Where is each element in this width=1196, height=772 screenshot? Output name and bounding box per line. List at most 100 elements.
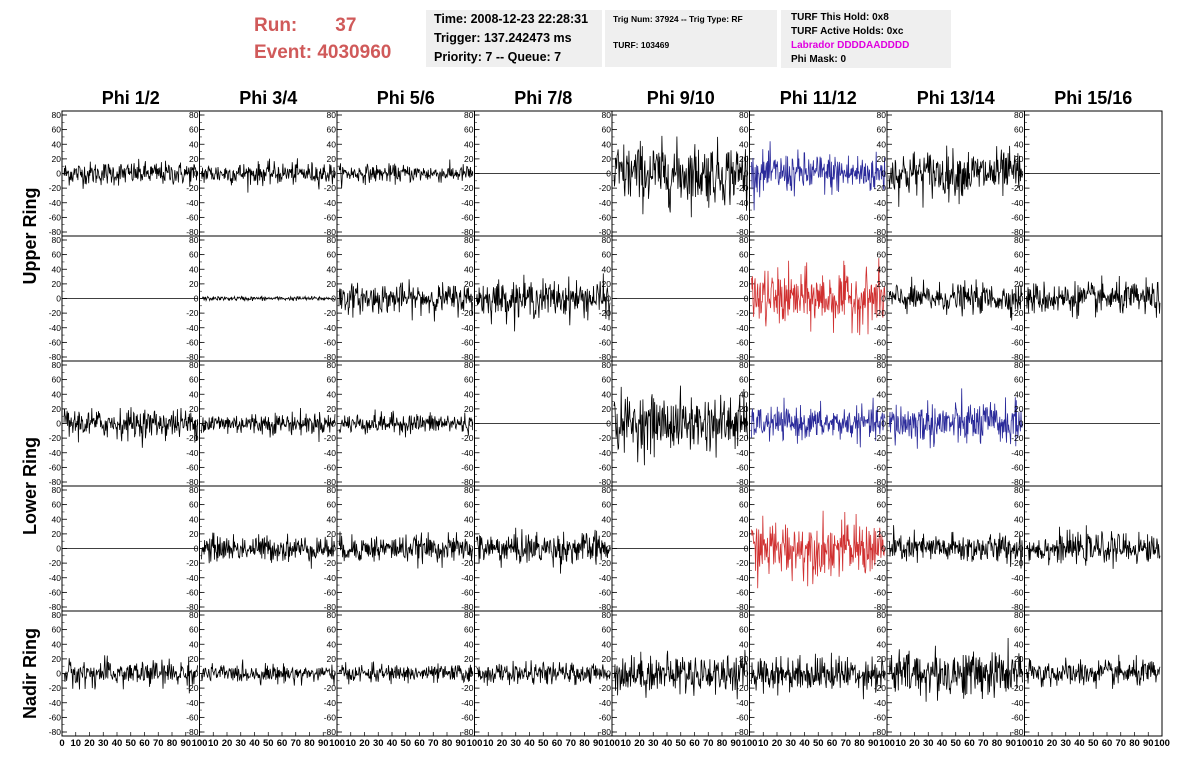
y-tick-label: -40 bbox=[599, 573, 612, 583]
y-tick-label: -60 bbox=[874, 712, 887, 722]
x-tick-label: 90 bbox=[593, 738, 604, 749]
y-tick-label: 80 bbox=[602, 485, 612, 495]
x-tick-label: 20 bbox=[909, 738, 920, 749]
x-tick-label: 10 bbox=[483, 738, 494, 749]
x-tick-label: 50 bbox=[675, 738, 686, 749]
column-title: Phi 3/4 bbox=[239, 88, 297, 108]
waveform-panel: 80 60 40 20 0 -20 -40 -60 -80 bbox=[186, 235, 338, 362]
x-tick-label: 80 bbox=[1129, 738, 1140, 749]
y-tick-label: 20 bbox=[602, 279, 612, 289]
y-tick-label: -20 bbox=[736, 433, 749, 443]
x-tick-label: 80 bbox=[992, 738, 1003, 749]
waveform-panel: 80 60 40 20 0 -20 -40 -60 -80 bbox=[736, 360, 888, 487]
y-tick-label: 80 bbox=[189, 235, 199, 245]
x-tick-label: 40 bbox=[799, 738, 810, 749]
y-tick-label: -80 bbox=[186, 352, 199, 362]
y-tick-label: 40 bbox=[1014, 639, 1024, 649]
x-tick-label: 100 bbox=[879, 738, 895, 749]
y-tick-label: 60 bbox=[52, 500, 62, 510]
y-tick-label: -40 bbox=[1011, 573, 1024, 583]
y-tick-label: 60 bbox=[464, 625, 474, 635]
y-tick-label: 0 bbox=[331, 669, 336, 679]
trigger-text: Trigger: 137.242473 ms bbox=[434, 31, 572, 45]
waveform-panel: 80 60 40 20 0 -20 -40 -60 -80 bbox=[874, 235, 1025, 362]
y-tick-label: -60 bbox=[461, 462, 474, 472]
x-tick-label: 70 bbox=[978, 738, 989, 749]
y-tick-label: -80 bbox=[874, 227, 887, 237]
y-tick-label: 40 bbox=[1014, 389, 1024, 399]
y-tick-label: 20 bbox=[52, 154, 62, 164]
y-tick-label: -20 bbox=[461, 558, 474, 568]
y-tick-label: 20 bbox=[189, 654, 199, 664]
waveform-panel: 80 60 40 20 0 -20 -40 -60 -80 bbox=[461, 360, 613, 487]
waveform-trace bbox=[476, 527, 611, 574]
x-tick-label: 20 bbox=[772, 738, 783, 749]
x-tick-label: 10 bbox=[620, 738, 631, 749]
x-tick-label: 90 bbox=[1143, 738, 1154, 749]
event-value: 4030960 bbox=[317, 42, 392, 63]
y-tick-label: -20 bbox=[874, 433, 887, 443]
y-tick-label: -40 bbox=[324, 198, 337, 208]
waveform-trace bbox=[613, 135, 748, 218]
y-tick-label: 60 bbox=[1014, 625, 1024, 635]
y-tick-label: -80 bbox=[874, 477, 887, 487]
y-tick-label: -60 bbox=[461, 212, 474, 222]
y-tick-label: 20 bbox=[1014, 279, 1024, 289]
y-tick-label: 60 bbox=[189, 250, 199, 260]
x-tick-label: 70 bbox=[428, 738, 439, 749]
y-tick-label: 80 bbox=[739, 235, 749, 245]
y-tick-label: -20 bbox=[186, 183, 199, 193]
y-tick-label: -20 bbox=[1011, 433, 1024, 443]
y-tick-label: 20 bbox=[189, 404, 199, 414]
y-tick-label: 20 bbox=[189, 279, 199, 289]
waveform-panel: 80 60 40 20 0 -20 -40 -60 -80 bbox=[461, 235, 613, 362]
x-tick-label: 40 bbox=[1074, 738, 1085, 749]
waveform-panel: 80 60 40 20 0 -20 -40 -60 -80 bbox=[736, 110, 888, 237]
y-tick-label: 0 bbox=[194, 669, 199, 679]
x-tick-label: 90 bbox=[180, 738, 191, 749]
y-tick-label: 60 bbox=[1014, 500, 1024, 510]
x-tick-label: 40 bbox=[249, 738, 260, 749]
y-tick-label: 60 bbox=[877, 500, 887, 510]
y-tick-label: 60 bbox=[602, 125, 612, 135]
waveform-panel: 80 60 40 20 0 -20 -40 -60 -80 bbox=[461, 610, 613, 737]
y-tick-label: 0 bbox=[744, 169, 749, 179]
y-tick-label: 80 bbox=[327, 485, 337, 495]
y-tick-label: 80 bbox=[52, 360, 62, 370]
x-tick-label: 50 bbox=[1088, 738, 1099, 749]
waveform-panel: 80 60 40 20 0 -20 -40 -60 -80 bbox=[874, 360, 1025, 487]
y-tick-label: -20 bbox=[736, 308, 749, 318]
y-tick-label: 40 bbox=[739, 514, 749, 524]
y-tick-label: 80 bbox=[464, 235, 474, 245]
y-tick-label: -20 bbox=[461, 183, 474, 193]
y-tick-label: 0 bbox=[331, 294, 336, 304]
y-tick-label: -20 bbox=[461, 433, 474, 443]
y-tick-label: 0 bbox=[331, 169, 336, 179]
x-tick-label: 30 bbox=[510, 738, 521, 749]
waveform-panel: 80 60 40 20 0 -20 -40 -60 -80 bbox=[49, 110, 200, 237]
y-tick-label: 20 bbox=[1014, 529, 1024, 539]
y-tick-label: -80 bbox=[49, 477, 62, 487]
y-tick-label: -60 bbox=[599, 212, 612, 222]
y-tick-label: -40 bbox=[736, 198, 749, 208]
waveform-trace bbox=[613, 385, 748, 466]
y-tick-label: -20 bbox=[324, 683, 337, 693]
x-tick-label: 40 bbox=[387, 738, 398, 749]
waveform-trace bbox=[201, 659, 336, 686]
y-tick-label: 40 bbox=[602, 139, 612, 149]
column-title: Phi 15/16 bbox=[1054, 88, 1132, 108]
y-tick-label: 80 bbox=[327, 110, 337, 120]
x-tick-label: 100 bbox=[604, 738, 620, 749]
run-event-label: Run: 37 Event: 4030960 bbox=[254, 12, 391, 66]
waveform-trace bbox=[63, 407, 198, 448]
y-tick-label: 80 bbox=[52, 610, 62, 620]
y-tick-label: -20 bbox=[874, 558, 887, 568]
y-tick-label: 40 bbox=[1014, 139, 1024, 149]
y-tick-label: 20 bbox=[464, 154, 474, 164]
y-tick-label: 40 bbox=[464, 139, 474, 149]
y-tick-label: -20 bbox=[186, 683, 199, 693]
column-title: Phi 1/2 bbox=[102, 88, 160, 108]
y-tick-label: -40 bbox=[874, 448, 887, 458]
y-tick-label: -60 bbox=[324, 587, 337, 597]
y-tick-label: 0 bbox=[194, 544, 199, 554]
